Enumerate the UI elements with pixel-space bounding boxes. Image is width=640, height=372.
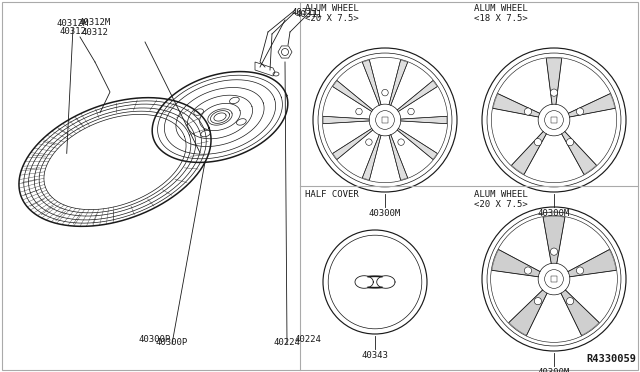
Circle shape [534, 298, 541, 305]
Polygon shape [509, 290, 547, 335]
Text: 40300M: 40300M [369, 209, 401, 218]
Polygon shape [492, 250, 540, 277]
Polygon shape [389, 60, 408, 105]
Text: 40224: 40224 [294, 335, 321, 344]
Text: 40311: 40311 [292, 8, 319, 17]
Text: 40312M: 40312M [79, 18, 111, 27]
Bar [382, 117, 388, 123]
Polygon shape [493, 94, 540, 117]
Polygon shape [323, 116, 369, 124]
Text: R4330059: R4330059 [586, 354, 636, 364]
Bar [551, 276, 557, 282]
Polygon shape [561, 290, 599, 335]
Polygon shape [511, 132, 547, 174]
Circle shape [356, 108, 362, 115]
Text: 40300M: 40300M [538, 368, 570, 372]
Polygon shape [397, 81, 437, 112]
Text: 40311: 40311 [295, 10, 322, 19]
Text: ALUM WHEEL: ALUM WHEEL [305, 4, 359, 13]
Circle shape [524, 108, 532, 115]
Bar [551, 117, 557, 123]
Text: 40224: 40224 [273, 338, 300, 347]
Text: 40300P: 40300P [156, 338, 188, 347]
Polygon shape [568, 250, 616, 277]
Circle shape [381, 89, 388, 96]
Text: <20 X 7.5>: <20 X 7.5> [305, 14, 359, 23]
Text: ALUM WHEEL: ALUM WHEEL [474, 190, 528, 199]
Circle shape [408, 108, 414, 115]
Polygon shape [543, 217, 565, 263]
Text: 40300M: 40300M [538, 209, 570, 218]
Text: ALUM WHEEL: ALUM WHEEL [474, 4, 528, 13]
Polygon shape [333, 128, 372, 159]
Text: 40312: 40312 [60, 27, 86, 36]
Circle shape [566, 298, 573, 305]
Polygon shape [333, 81, 372, 112]
Circle shape [365, 139, 372, 145]
Circle shape [550, 89, 557, 96]
Polygon shape [389, 135, 408, 180]
Text: <18 X 7.5>: <18 X 7.5> [474, 14, 528, 23]
Circle shape [577, 267, 584, 274]
Polygon shape [568, 94, 615, 117]
Circle shape [398, 139, 404, 145]
Polygon shape [401, 116, 447, 124]
Text: 40300P: 40300P [139, 335, 171, 344]
Circle shape [534, 138, 541, 146]
Polygon shape [397, 128, 437, 159]
Text: 40343: 40343 [362, 351, 388, 360]
Polygon shape [362, 60, 381, 105]
Polygon shape [547, 58, 562, 104]
Text: 40312M: 40312M [57, 19, 89, 28]
Circle shape [577, 108, 584, 115]
Polygon shape [562, 132, 596, 174]
Text: HALF COVER: HALF COVER [305, 190, 359, 199]
Circle shape [566, 138, 573, 146]
Polygon shape [362, 135, 381, 180]
Text: <20 X 7.5>: <20 X 7.5> [474, 200, 528, 209]
Circle shape [524, 267, 532, 274]
Circle shape [550, 248, 557, 255]
Text: 40312: 40312 [81, 28, 108, 37]
